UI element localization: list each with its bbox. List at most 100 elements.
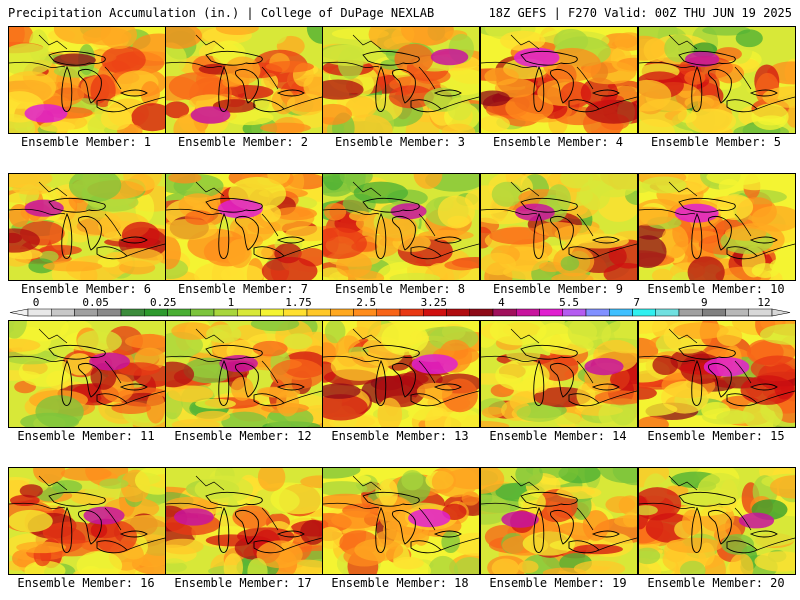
precip-blob [323, 468, 361, 479]
precip-blob [195, 410, 231, 422]
precip-blob [612, 468, 637, 486]
precip-blob [441, 123, 476, 133]
precip-blob [522, 531, 576, 556]
precip-max-core [514, 203, 555, 222]
precip-blob [300, 475, 322, 488]
precip-blob [481, 468, 505, 494]
precip-blob [613, 515, 637, 528]
precip-blob [166, 361, 195, 388]
precip-blob [743, 528, 795, 547]
great-lakes-outline [205, 491, 305, 554]
precip-blob [12, 183, 52, 195]
ensemble-member-label: Ensemble Member: 16 [17, 576, 155, 590]
precip-blob [481, 252, 517, 276]
precip-blob [697, 95, 721, 112]
precip-blob [724, 225, 767, 241]
precip-blob [424, 407, 452, 427]
ensemble-member-label: Ensemble Member: 11 [17, 429, 155, 443]
colorbar-swatch [609, 308, 633, 317]
precip-blob [166, 42, 187, 75]
great-lakes-outline [520, 491, 620, 554]
ensemble-member-label: Ensemble Member: 6 [20, 282, 152, 296]
precip-blob [603, 262, 637, 280]
great-lakes-outline [48, 197, 148, 260]
precip-blob [100, 27, 138, 50]
precip-blob [518, 560, 539, 574]
precip-blob [735, 29, 763, 48]
precip-blob [146, 391, 165, 424]
ensemble-map-panel [8, 173, 166, 281]
precip-blob [639, 119, 676, 133]
precip-blob [9, 338, 41, 352]
precip-blob [729, 553, 754, 574]
colorbar-swatch [655, 308, 680, 317]
state-border-lines [481, 475, 637, 551]
ensemble-map-panel [480, 320, 638, 428]
ensemble-member-label: Ensemble Member: 18 [331, 576, 469, 590]
great-lakes-outline [205, 344, 305, 407]
ensemble-member-label: Ensemble Member: 9 [492, 282, 624, 296]
colorbar-swatch [539, 308, 563, 317]
colorbar-swatch [27, 308, 52, 317]
precip-blob [639, 79, 672, 112]
precip-blob [491, 181, 523, 207]
colorbar-tick-label: 9 [701, 296, 708, 309]
great-lakes-outline [48, 491, 148, 554]
precip-blob [267, 174, 290, 185]
precip-field [323, 174, 479, 280]
precip-blob [394, 43, 434, 75]
colorbar-swatch [306, 308, 331, 317]
colorbar-tick-label: 2.5 [356, 296, 377, 309]
precip-blob [39, 121, 76, 132]
precip-max-core [674, 203, 719, 223]
colorbar-swatch [562, 308, 587, 317]
precip-blob [300, 519, 322, 545]
precip-blob [750, 355, 795, 382]
precip-blob [100, 45, 146, 74]
state-border-lines [323, 34, 479, 110]
precip-field [639, 27, 795, 133]
great-lakes-outline [520, 344, 620, 407]
precip-blob [453, 557, 479, 574]
precip-blob [166, 558, 191, 574]
precip-blob [444, 409, 479, 427]
precip-blob [273, 206, 318, 221]
colorbar-swatch [283, 308, 308, 317]
precip-blob [418, 229, 474, 241]
colorbar-tick-label: 7 [633, 296, 641, 309]
precip-blob [252, 340, 288, 357]
precip-blob [24, 560, 66, 574]
precip-max-core [190, 106, 231, 124]
precip-blob [560, 174, 593, 189]
precip-blob [250, 321, 300, 332]
ensemble-member-label: Ensemble Member: 4 [492, 135, 624, 149]
colorbar-swatch [97, 308, 122, 317]
precip-blob [481, 115, 510, 133]
precip-blob [99, 478, 129, 489]
precip-blob [639, 505, 658, 516]
state-border-lines [166, 34, 322, 110]
colorbar-swatch [423, 308, 447, 317]
precip-blob [166, 538, 204, 555]
precip-blob [618, 495, 637, 516]
state-border-lines [481, 328, 637, 404]
precip-blob [324, 321, 346, 344]
precip-blob [639, 235, 667, 269]
precip-blob [76, 550, 123, 574]
precip-blob [335, 252, 372, 278]
precip-blob [401, 27, 454, 46]
colorbar-swatch [190, 308, 215, 317]
precip-blob [323, 44, 379, 67]
colorbar-swatch [725, 308, 749, 317]
ensemble-map-panel [165, 467, 323, 575]
precip-blob [257, 468, 286, 492]
precip-blob [18, 356, 72, 387]
precip-blob [716, 325, 743, 347]
precip-blob [639, 321, 668, 334]
precip-blob [685, 108, 737, 133]
precip-blob [687, 256, 725, 280]
ensemble-map-panel [638, 173, 796, 281]
great-lakes-outline [205, 197, 305, 260]
ensemble-map-panel [322, 467, 480, 575]
precip-blob [342, 114, 393, 133]
